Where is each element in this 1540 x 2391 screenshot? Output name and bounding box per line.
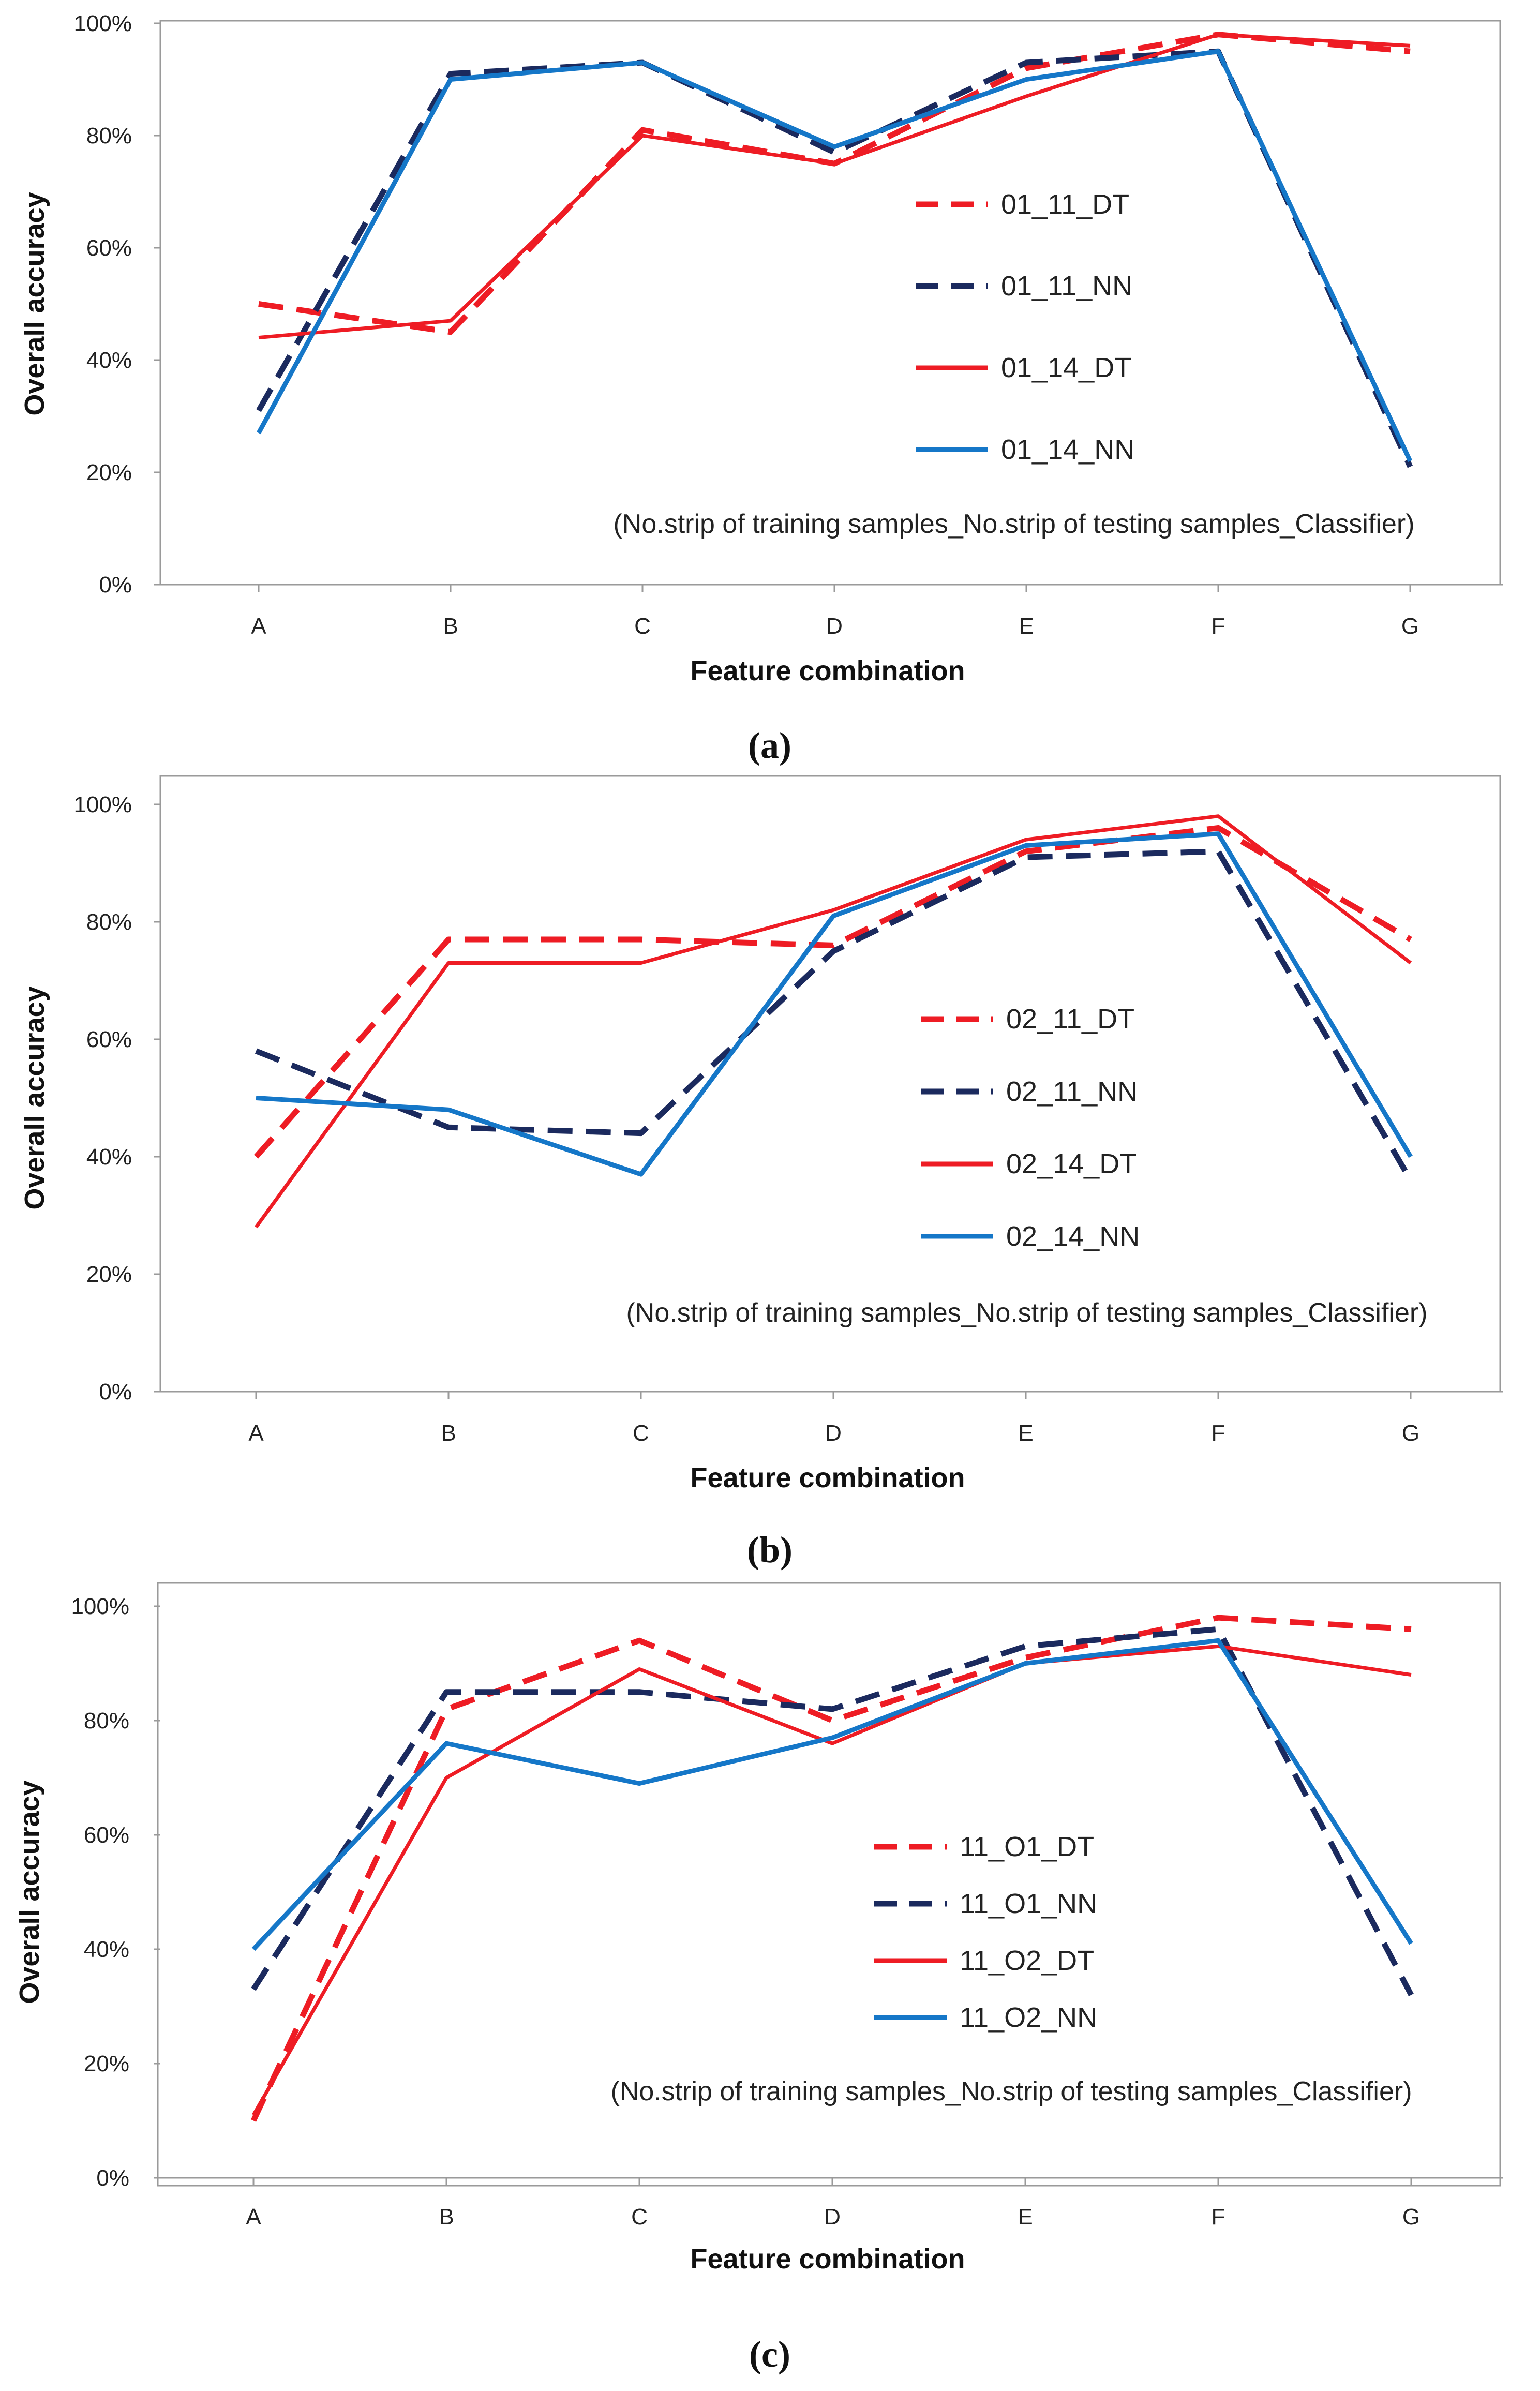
panel-label-open: ( bbox=[749, 2334, 761, 2375]
chart-panel-a: 0% 20% 40% 60% 80% 100% A B C D E F G Feature combina… bbox=[19, 11, 1503, 766]
y-tick-label: 80% bbox=[84, 1708, 129, 1734]
x-tick-label: E bbox=[1018, 1421, 1033, 1446]
series-line-02-11-nn bbox=[255, 848, 1413, 1182]
chart-frame bbox=[157, 1582, 1501, 2187]
panel-label: (c) bbox=[749, 2334, 790, 2375]
y-tick-label: 60% bbox=[84, 1822, 129, 1848]
legend: 01_11_DT 01_11_NN 01_14_DT 01_14_NN bbox=[916, 189, 1134, 465]
series-line-01-14-nn bbox=[257, 49, 1413, 462]
series-line-02-14-nn bbox=[256, 831, 1413, 1177]
y-tick-label: 100% bbox=[73, 792, 132, 817]
legend-entry-label: 01_14_NN bbox=[1001, 434, 1134, 465]
x-tick-label: E bbox=[1019, 614, 1034, 639]
y-tick-label: 60% bbox=[86, 1027, 132, 1052]
legend-entry-label: 02_14_NN bbox=[1006, 1221, 1140, 1252]
chart-panel-b: 0% 20% 40% 60% 80% 100% A B C D E F G Feature combina… bbox=[19, 775, 1503, 1571]
x-tick-label: A bbox=[248, 1421, 264, 1446]
y-tick-label: 20% bbox=[86, 460, 132, 485]
y-axis-title: Overall accuracy bbox=[19, 986, 50, 1209]
y-tick-label: 80% bbox=[86, 123, 132, 148]
x-tick-label: C bbox=[633, 1421, 649, 1446]
chart-note: (No.strip of training samples_No.strip o… bbox=[613, 509, 1414, 539]
series-line-11-o1-dt bbox=[251, 1615, 1412, 2122]
x-tick-label: B bbox=[441, 1421, 456, 1446]
chart-frame bbox=[159, 20, 1501, 586]
x-tick-label: D bbox=[825, 1421, 842, 1446]
y-axis-title: Overall accuracy bbox=[14, 1780, 45, 2004]
x-tick-label: F bbox=[1212, 1421, 1225, 1446]
legend-entry-label: 01_11_DT bbox=[1001, 189, 1129, 220]
y-tick-label: 0% bbox=[99, 1379, 132, 1404]
legend-entry-label: 01_14_DT bbox=[1001, 352, 1131, 383]
y-tick-label: 40% bbox=[86, 348, 132, 373]
x-tick-label: D bbox=[826, 614, 843, 639]
x-tick-label: B bbox=[443, 614, 458, 639]
panel-label-letter: b bbox=[759, 1529, 780, 1571]
series-line-01-11-dt bbox=[258, 32, 1411, 335]
x-tick-label: B bbox=[439, 2204, 454, 2230]
legend-entry-label: 02_14_DT bbox=[1006, 1148, 1137, 1179]
panel-label: (b) bbox=[747, 1529, 793, 1571]
chart-note: (No.strip of training samples_No.strip o… bbox=[626, 1298, 1427, 1328]
y-tick-label: 20% bbox=[86, 1262, 132, 1287]
panel-label-open: ( bbox=[747, 1529, 759, 1571]
x-axis-title: Feature combination bbox=[690, 1462, 965, 1493]
legend-entry-label: 11_O2_DT bbox=[960, 1945, 1094, 1976]
panel-label-close: ) bbox=[779, 725, 791, 766]
x-tick-label: G bbox=[1402, 2204, 1420, 2230]
x-tick-label: C bbox=[631, 2204, 648, 2230]
legend-entry-label: 02_11_NN bbox=[1006, 1076, 1138, 1107]
panel-label-open: ( bbox=[748, 725, 760, 766]
panel-label-close: ) bbox=[778, 2334, 790, 2375]
legend-entry-label: 02_11_DT bbox=[1006, 1004, 1134, 1035]
legend: 11_O1_DT 11_O1_NN 11_O2_DT 11_O2_NN bbox=[874, 1831, 1097, 2033]
x-tick-label: F bbox=[1212, 2204, 1225, 2230]
legend-entry-label: 11_O1_DT bbox=[960, 1831, 1094, 1862]
legend: 02_11_DT 02_11_NN 02_14_DT 02_14_NN bbox=[921, 1004, 1140, 1252]
y-tick-label: 100% bbox=[73, 11, 132, 36]
chart-note: (No.strip of training samples_No.strip o… bbox=[610, 2076, 1412, 2106]
y-tick-label: 20% bbox=[84, 2051, 129, 2076]
panel-label: (a) bbox=[748, 725, 791, 766]
x-tick-label: A bbox=[251, 614, 266, 639]
x-tick-label: G bbox=[1401, 614, 1419, 639]
chart-panel-c: 0% 20% 40% 60% 80% 100% A B C D E F G Feature combina… bbox=[14, 1582, 1503, 2375]
y-axis-title: Overall accuracy bbox=[19, 192, 50, 415]
panel-label-letter: c bbox=[761, 2334, 778, 2375]
x-tick-label: A bbox=[246, 2204, 261, 2230]
legend-entry-label: 11_O1_NN bbox=[960, 1888, 1097, 1919]
x-axis-title: Feature combination bbox=[690, 655, 965, 686]
panel-label-close: ) bbox=[780, 1529, 793, 1571]
x-axis-title: Feature combination bbox=[690, 2244, 965, 2275]
series-line-02-14-dt bbox=[255, 814, 1412, 1229]
x-tick-label: G bbox=[1402, 1421, 1419, 1446]
y-tick-label: 0% bbox=[96, 2165, 129, 2191]
x-tick-label: D bbox=[824, 2204, 841, 2230]
x-tick-label: E bbox=[1018, 2204, 1033, 2230]
series-line-01-14-dt bbox=[258, 33, 1411, 340]
x-tick-label: F bbox=[1212, 614, 1225, 639]
legend-entry-label: 11_O2_NN bbox=[960, 2002, 1097, 2033]
y-tick-label: 100% bbox=[71, 1594, 129, 1619]
y-tick-label: 0% bbox=[99, 572, 132, 597]
legend-entry-label: 01_11_NN bbox=[1001, 271, 1132, 302]
y-tick-label: 80% bbox=[86, 909, 132, 935]
y-tick-label: 40% bbox=[86, 1144, 132, 1170]
y-tick-label: 40% bbox=[84, 1937, 129, 1962]
y-tick-label: 60% bbox=[86, 235, 132, 261]
panel-label-letter: a bbox=[760, 725, 779, 766]
x-tick-label: C bbox=[634, 614, 651, 639]
series-line-11-o2-nn bbox=[251, 1638, 1413, 1951]
